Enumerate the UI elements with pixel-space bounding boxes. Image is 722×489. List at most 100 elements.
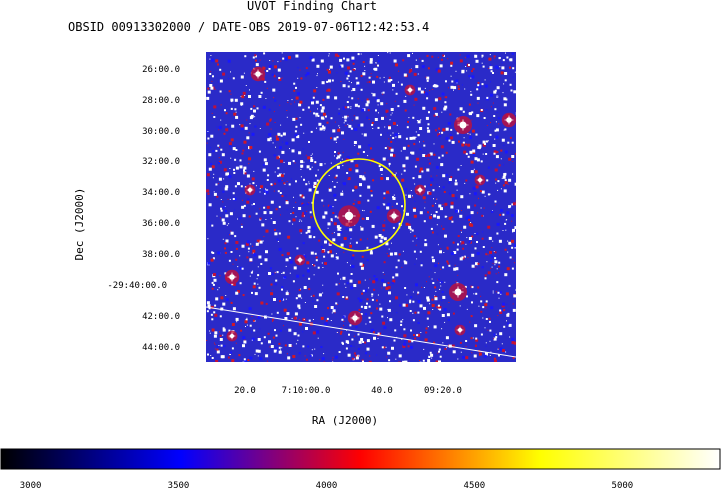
noise-pixel — [436, 175, 438, 177]
noise-pixel — [272, 60, 274, 62]
noise-pixel — [268, 133, 272, 137]
noise-pixel — [501, 343, 503, 345]
noise-pixel — [511, 246, 514, 249]
x-tick-label: 40.0 — [371, 386, 393, 396]
noise-pixel — [502, 230, 504, 231]
noise-pixel — [274, 171, 276, 173]
noise-pixel — [477, 85, 481, 89]
noise-pixel — [421, 262, 423, 264]
noise-pixel — [378, 234, 382, 237]
noise-pixel — [426, 317, 429, 320]
noise-pixel — [244, 55, 247, 58]
noise-pixel — [337, 152, 340, 155]
noise-pixel — [435, 165, 439, 169]
noise-pixel — [265, 354, 269, 358]
noise-pixel — [213, 116, 216, 118]
noise-pixel — [393, 339, 396, 342]
noise-pixel — [300, 164, 304, 168]
noise-pixel — [364, 306, 368, 309]
noise-pixel — [499, 332, 503, 336]
noise-pixel — [278, 346, 281, 349]
noise-pixel — [212, 257, 215, 260]
noise-pixel — [266, 205, 270, 209]
noise-pixel — [263, 158, 267, 162]
noise-pixel — [335, 141, 337, 143]
noise-pixel — [425, 155, 427, 157]
noise-pixel — [241, 244, 245, 248]
noise-pixel — [262, 205, 264, 207]
source-circle — [312, 158, 406, 252]
noise-pixel — [480, 109, 483, 111]
noise-pixel — [493, 338, 495, 340]
noise-pixel — [419, 170, 421, 173]
noise-pixel — [412, 319, 415, 322]
noise-pixel — [318, 239, 321, 242]
noise-pixel — [278, 232, 281, 235]
noise-pixel — [472, 68, 475, 70]
noise-pixel — [360, 53, 362, 55]
noise-pixel — [212, 273, 216, 276]
noise-pixel — [417, 333, 421, 337]
noise-pixel — [287, 356, 291, 360]
noise-pixel — [416, 334, 419, 337]
noise-pixel — [495, 291, 497, 293]
noise-pixel — [485, 307, 487, 309]
noise-pixel — [357, 53, 360, 56]
y-tick-label: 36:00.0 — [142, 219, 180, 229]
noise-pixel — [495, 182, 497, 184]
noise-pixel — [398, 253, 401, 256]
noise-pixel — [298, 151, 302, 155]
noise-pixel — [297, 304, 301, 308]
noise-pixel — [474, 157, 478, 161]
noise-pixel — [375, 109, 377, 112]
star-spike — [249, 186, 251, 194]
noise-pixel — [435, 360, 439, 362]
noise-pixel — [473, 293, 475, 295]
noise-pixel — [369, 278, 371, 280]
noise-pixel — [380, 177, 384, 180]
noise-pixel — [409, 301, 412, 304]
noise-pixel — [495, 135, 499, 139]
noise-pixel — [280, 174, 284, 178]
noise-pixel — [403, 328, 406, 331]
noise-pixel — [422, 106, 426, 110]
noise-pixel — [345, 340, 349, 344]
noise-pixel — [368, 316, 371, 319]
noise-pixel — [416, 237, 418, 239]
noise-pixel — [497, 117, 500, 120]
noise-pixel — [213, 286, 215, 288]
noise-pixel — [323, 361, 325, 362]
noise-pixel — [444, 206, 445, 208]
noise-pixel — [412, 195, 413, 197]
noise-pixel — [432, 309, 434, 310]
noise-pixel — [274, 232, 278, 236]
noise-pixel — [419, 167, 423, 171]
noise-pixel — [251, 337, 255, 341]
noise-pixel — [251, 262, 253, 264]
noise-pixel — [431, 256, 434, 259]
noise-pixel — [427, 67, 430, 70]
noise-pixel — [334, 355, 338, 359]
noise-pixel — [392, 154, 396, 158]
noise-pixel — [212, 75, 214, 78]
noise-pixel — [388, 125, 391, 127]
noise-pixel — [213, 105, 217, 109]
noise-pixel — [372, 280, 376, 284]
noise-pixel — [322, 284, 324, 286]
noise-pixel — [435, 211, 438, 213]
noise-pixel — [439, 132, 441, 134]
noise-pixel — [242, 199, 243, 201]
noise-pixel — [495, 333, 497, 335]
noise-pixel — [323, 205, 325, 207]
noise-pixel — [425, 92, 429, 96]
noise-pixel — [478, 352, 482, 356]
noise-pixel — [358, 145, 362, 149]
noise-pixel — [291, 149, 295, 153]
noise-pixel — [337, 233, 341, 237]
noise-pixel — [359, 238, 362, 241]
noise-pixel — [477, 84, 480, 87]
noise-pixel — [259, 191, 261, 193]
noise-pixel — [357, 347, 360, 350]
noise-pixel — [392, 196, 394, 199]
noise-pixel — [342, 151, 344, 153]
